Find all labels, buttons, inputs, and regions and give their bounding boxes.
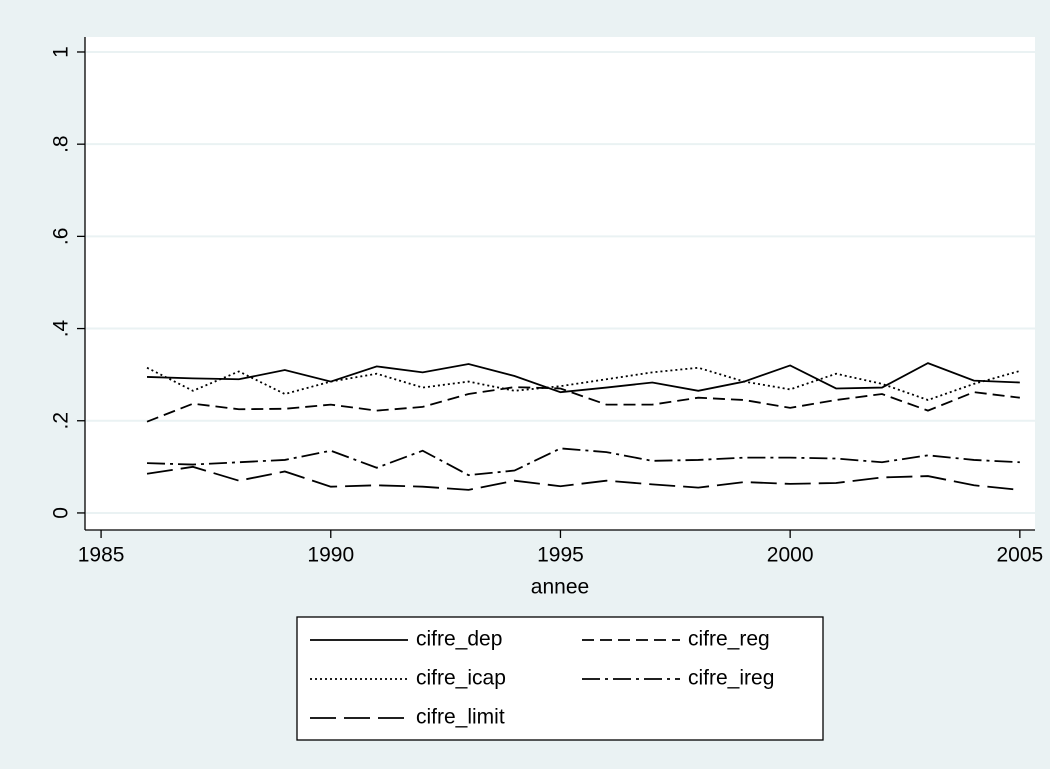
y-tick-label: .4 [50,319,73,337]
x-tick-label: 2005 [996,544,1043,567]
series-line [146,386,1020,423]
y-tick-label: 1 [50,46,73,58]
series-line [146,465,1020,491]
x-axis-title: annee [531,576,589,599]
series-line [146,362,1020,394]
y-tick-label: .8 [50,135,73,153]
legend-label: cifre_icap [416,667,506,690]
y-tick-label: .6 [50,228,73,246]
x-tick-label: 1985 [78,544,125,567]
legend-label: cifre_reg [688,628,770,651]
series-line [146,366,1021,401]
legend-label: cifre_limit [416,706,505,729]
legend [296,616,824,741]
legend-label: cifre_dep [416,628,502,651]
y-tick-label: 0 [50,507,73,519]
x-tick-label: 1995 [537,544,584,567]
x-tick-label: 2000 [767,544,814,567]
legend-label: cifre_ireg [688,667,774,690]
y-tick-label: .2 [50,412,73,430]
x-tick-label: 1990 [307,544,354,567]
plot-area [85,37,1035,530]
series-line [146,447,1020,477]
